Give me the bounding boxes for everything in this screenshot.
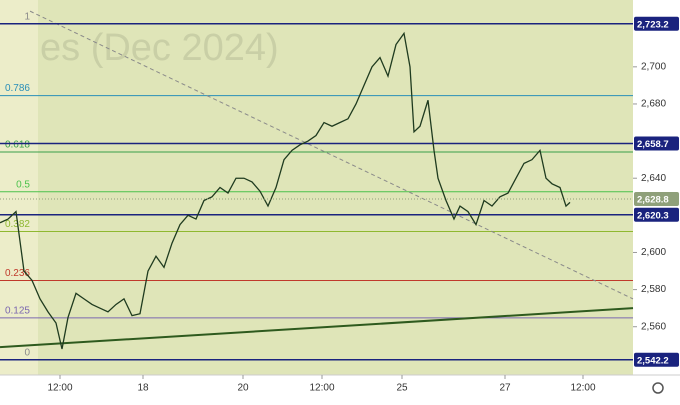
price-badge [634, 136, 679, 151]
last-price-label: 2,628.8 [637, 195, 669, 206]
trendline [0, 307, 634, 349]
dashed-line [29, 10, 634, 300]
fib-label: 0 [24, 347, 30, 358]
price-badge-label: 2,658.7 [637, 139, 669, 150]
price-badge [634, 16, 679, 31]
plot-background [0, 0, 633, 375]
price-badge-label: 2,723.2 [637, 19, 669, 30]
settings-icon[interactable] [652, 382, 664, 394]
y-tick-label: 2,580 [641, 284, 666, 295]
y-tick-label: 2,680 [641, 99, 666, 110]
y-tick-label: 2,600 [641, 247, 666, 258]
x-tick-label: 27 [499, 383, 511, 394]
y-tick-label: 2,560 [641, 321, 666, 332]
price-badge [634, 207, 679, 222]
fib-label: 0.5 [16, 179, 30, 190]
x-tick-label: 12:00 [47, 383, 72, 394]
fib-label: 1 [24, 11, 30, 22]
x-tick-label: 18 [137, 383, 149, 394]
x-axis-area [0, 375, 680, 400]
left-zone [0, 0, 38, 375]
price-badge-label: 2,542.2 [637, 355, 669, 366]
x-tick-label: 12:00 [309, 383, 334, 394]
x-tick-label: 25 [396, 383, 408, 394]
price-line-series [0, 31, 571, 350]
y-tick-label: 2,700 [641, 61, 666, 72]
fib-label: 0.786 [5, 83, 30, 94]
y-tick-label: 2,640 [641, 173, 666, 184]
price-badge [634, 352, 679, 367]
x-tick-label: 20 [237, 383, 249, 394]
price-badge-label: 2,620.3 [637, 210, 669, 221]
last-price-badge [634, 192, 679, 207]
fib-label: 0.236 [5, 268, 30, 279]
watermark: es (Dec 2024) [40, 27, 279, 69]
x-tick-label: 12:00 [570, 383, 595, 394]
fib-label: 0.125 [5, 305, 30, 316]
fib-label: 0.618 [5, 140, 30, 151]
